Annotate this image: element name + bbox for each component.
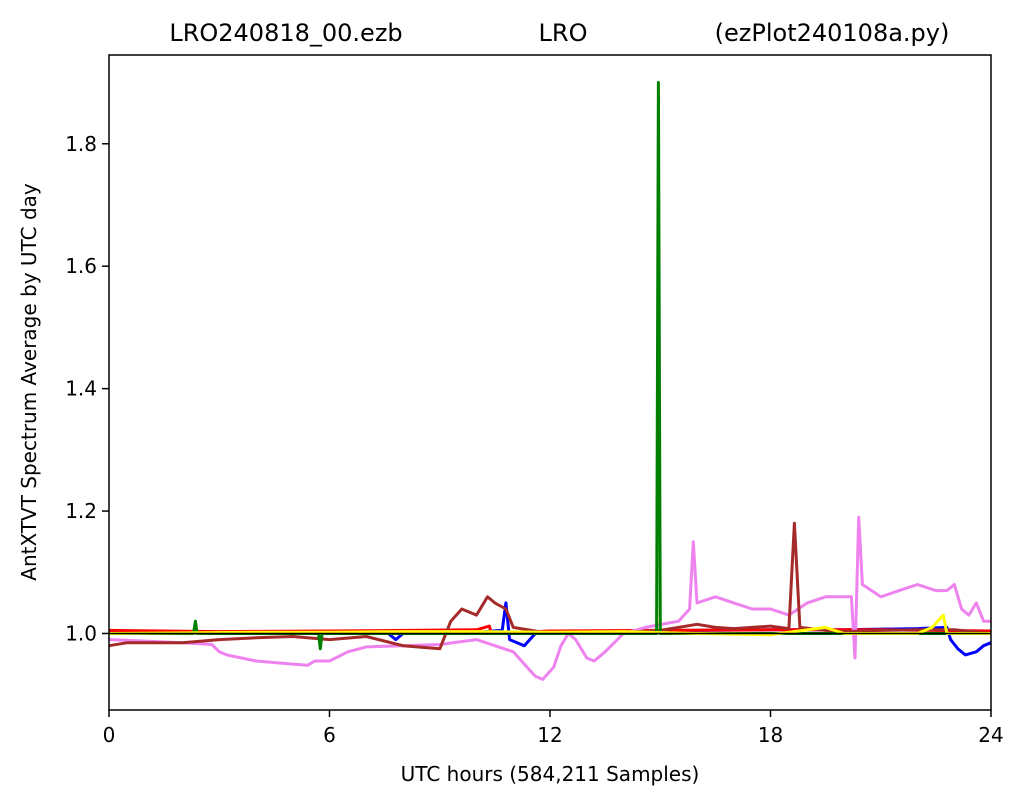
header-right-text: (ezPlot240108a.py)	[715, 19, 950, 47]
y-tick-label: 1.2	[65, 499, 97, 523]
x-tick-label: 24	[978, 723, 1003, 747]
x-tick-label: 12	[537, 723, 562, 747]
header-left-text: LRO240818_00.ezb	[169, 19, 402, 47]
x-axis: 0 6 12 18 24	[103, 710, 1004, 747]
header-center-text: LRO	[539, 19, 588, 47]
y-axis: 1.0 1.2 1.4 1.6 1.8	[65, 132, 109, 645]
y-tick-label: 1.8	[65, 132, 97, 156]
series-layer	[108, 81, 992, 681]
x-tick-label: 0	[103, 723, 116, 747]
y-tick-label: 1.0	[65, 621, 97, 645]
series-line-2	[108, 515, 991, 681]
x-tick-label: 6	[323, 723, 336, 747]
y-tick-label: 1.4	[65, 377, 97, 401]
y-axis-label: AntXTVT Spectrum Average by UTC day	[17, 183, 41, 581]
plot-area	[108, 54, 992, 711]
y-tick-label: 1.6	[65, 254, 97, 278]
x-tick-label: 18	[758, 723, 783, 747]
x-axis-label: UTC hours (584,211 Samples)	[401, 762, 700, 786]
series-line-4	[109, 81, 991, 651]
